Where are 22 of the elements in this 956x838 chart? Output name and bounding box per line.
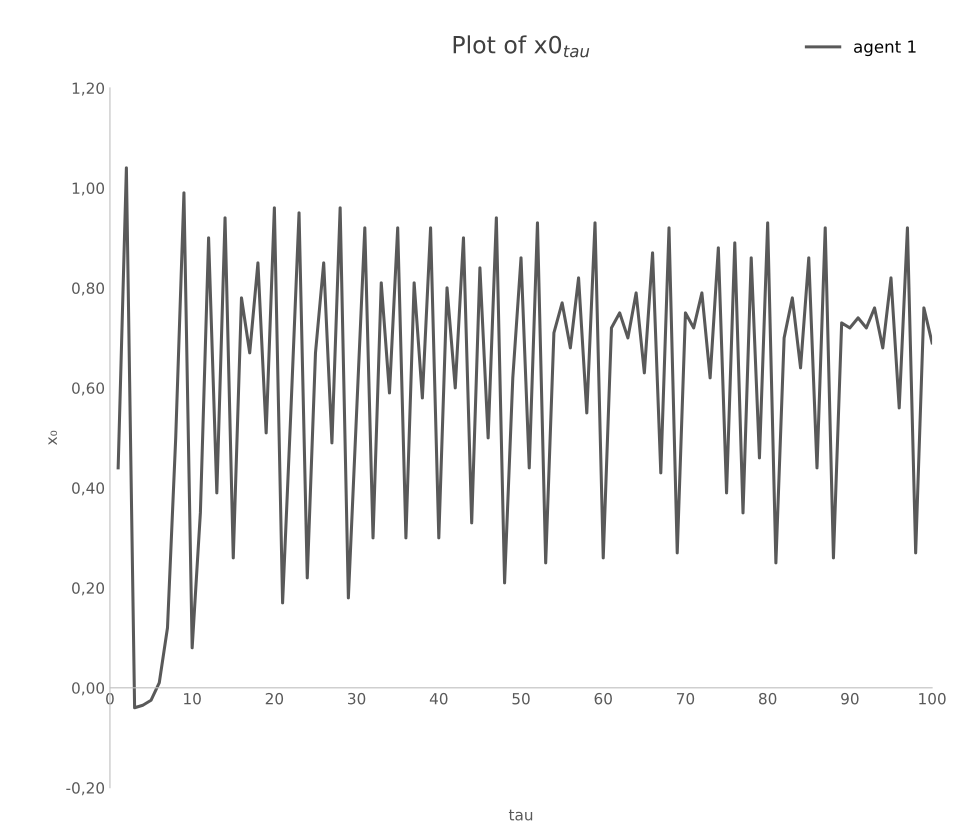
legend-label: agent 1 (854, 40, 916, 56)
y-tick-label: 0,00 (72, 682, 104, 696)
x-tick-label: 10 (184, 692, 201, 704)
x-tick-label: 60 (594, 692, 612, 704)
y-tick-label: 0,20 (72, 582, 104, 596)
y-tick-label: 0,80 (72, 282, 104, 296)
y-tick-label: -0,20 (66, 782, 104, 796)
x-axis-title: tau (508, 810, 532, 821)
chart-title: Plot of x0$_{tau}$ (454, 35, 590, 58)
x-tick-label: 30 (348, 692, 366, 704)
y-tick-label: 1,00 (72, 182, 104, 196)
x-tick-label: 80 (758, 692, 776, 704)
y-axis-title: x₀ (48, 430, 57, 445)
y-tick-label: 0,60 (72, 382, 104, 396)
x-tick-label: 20 (266, 692, 284, 704)
y-tick-label: 1,20 (72, 82, 104, 96)
x-tick-label: 40 (430, 692, 448, 704)
x-tick-label: 70 (676, 692, 694, 704)
x-tick-label: 90 (841, 692, 859, 704)
x-tick-label: 50 (512, 692, 530, 704)
y-tick-label: 0,40 (72, 482, 104, 496)
x-tick-label: 100 (919, 692, 946, 704)
